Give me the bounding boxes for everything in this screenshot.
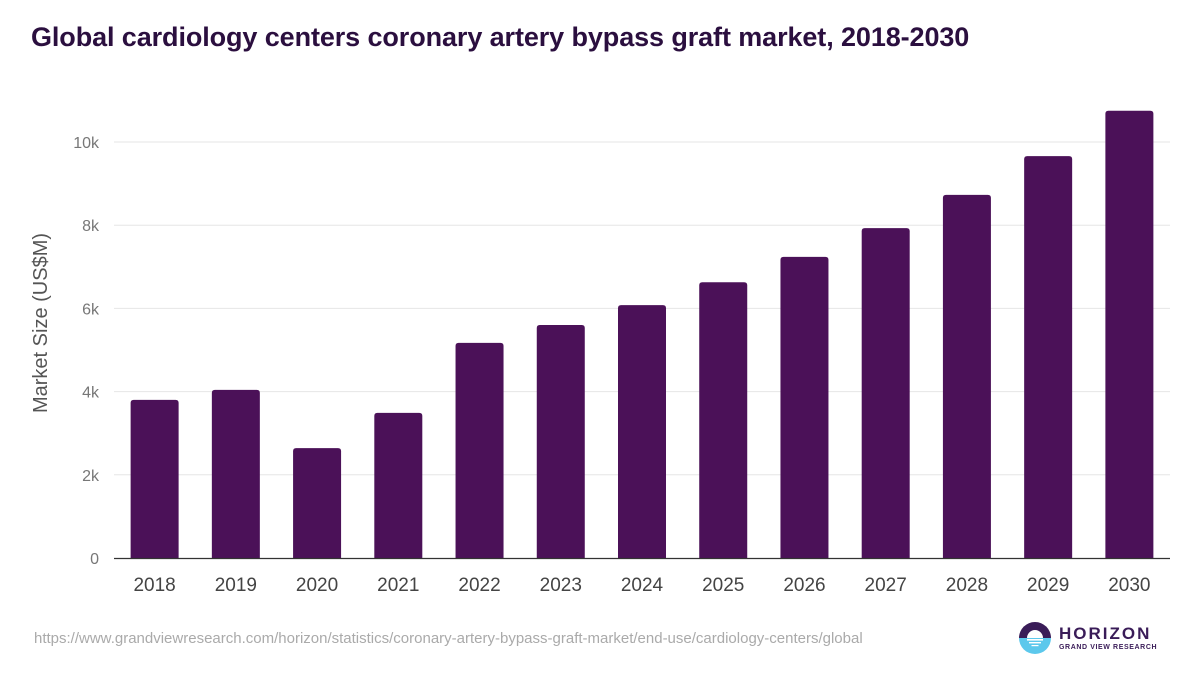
bars <box>130 110 1154 559</box>
horizon-sun-logo-icon <box>1019 622 1051 654</box>
x-tick-label: 2027 <box>865 575 907 596</box>
y-axis-title: Market Size (US$M) <box>30 233 52 413</box>
bar-2021[interactable] <box>374 412 423 558</box>
bar-2028[interactable] <box>942 194 991 558</box>
horizon-logo[interactable]: HORIZON GRAND VIEW RESEARCH <box>1019 622 1157 654</box>
logo-sub-text: GRAND VIEW RESEARCH <box>1059 643 1158 651</box>
x-axis-ticks: 2018 2019 2020 2021 2022 2023 2024 2025 2026 2027… <box>133 575 1150 596</box>
x-tick-label: 2030 <box>1108 575 1150 596</box>
x-tick-label: 2022 <box>458 575 500 596</box>
x-tick-label: 2021 <box>377 575 419 596</box>
chart-title: Global cardiology centers coronary arter… <box>31 22 970 52</box>
bar-2019[interactable] <box>211 389 260 558</box>
bar-2027[interactable] <box>861 228 910 558</box>
x-tick-label: 2024 <box>621 575 664 596</box>
x-tick-label: 2019 <box>215 575 257 596</box>
x-tick-label: 2026 <box>783 575 825 596</box>
source-url[interactable]: https://www.grandviewresearch.com/horizo… <box>34 630 863 647</box>
bar-2020[interactable] <box>293 448 342 558</box>
bar-2029[interactable] <box>1024 156 1073 559</box>
x-tick-label: 2025 <box>702 575 744 596</box>
x-tick-label: 2020 <box>296 575 338 596</box>
x-tick-label: 2028 <box>946 575 988 596</box>
y-tick-label: 0 <box>90 551 99 568</box>
bar-2026[interactable] <box>780 256 829 558</box>
y-tick-label: 10k <box>73 135 100 152</box>
x-tick-label: 2023 <box>540 575 582 596</box>
bar-2023[interactable] <box>536 325 585 558</box>
bar-2030[interactable] <box>1105 110 1154 559</box>
y-tick-label: 4k <box>82 385 100 402</box>
logo-main-text: HORIZON <box>1059 623 1152 643</box>
y-axis-ticks: 0 2k 4k 6k 8k 10k <box>73 135 100 568</box>
bar-2022[interactable] <box>455 342 504 558</box>
bar-2024[interactable] <box>618 305 666 558</box>
y-tick-label: 8k <box>82 218 100 235</box>
y-tick-label: 2k <box>82 468 100 485</box>
bar-2025[interactable] <box>699 282 748 558</box>
x-tick-label: 2029 <box>1027 575 1069 596</box>
x-tick-label: 2018 <box>133 575 175 596</box>
y-tick-label: 6k <box>82 301 100 318</box>
bar-2018[interactable] <box>130 399 179 558</box>
